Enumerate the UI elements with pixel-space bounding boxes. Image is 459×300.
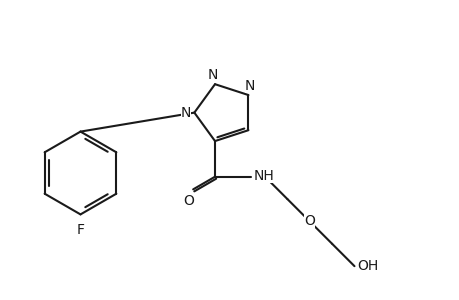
Text: N: N: [245, 79, 255, 93]
Text: O: O: [183, 194, 194, 208]
Text: N: N: [181, 106, 191, 120]
Text: OH: OH: [357, 259, 378, 273]
Text: NH: NH: [253, 169, 274, 183]
Text: O: O: [304, 214, 314, 228]
Text: N: N: [207, 68, 218, 82]
Text: F: F: [76, 223, 84, 237]
